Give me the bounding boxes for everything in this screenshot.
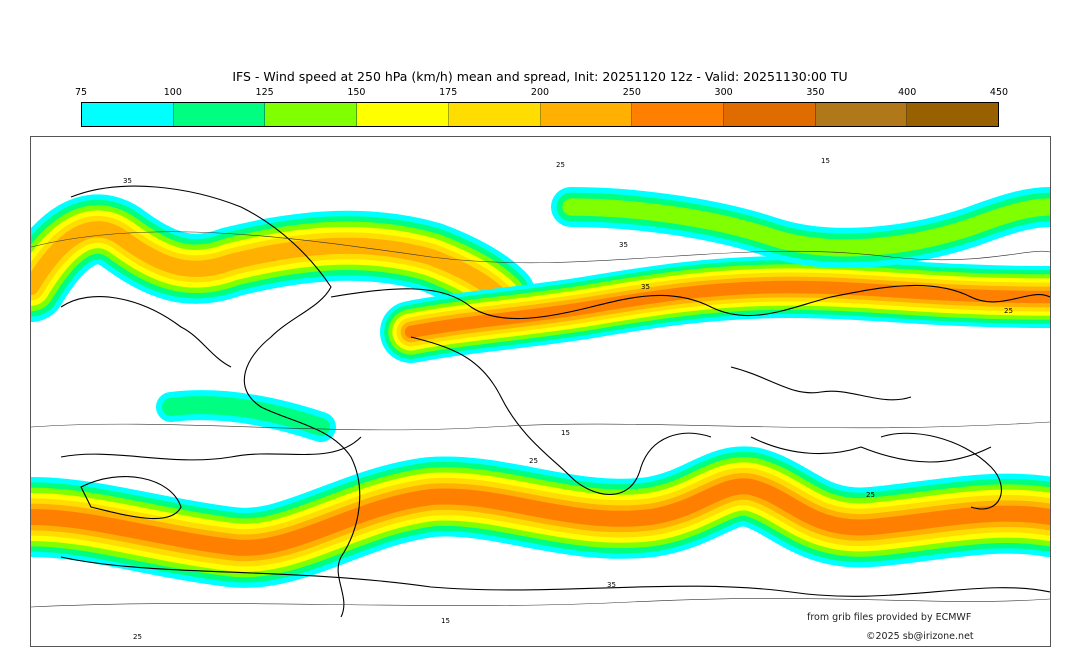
contour-label: 15 [561, 429, 570, 437]
contour-label: 25 [866, 491, 875, 499]
wind-speed-shading [31, 187, 1050, 588]
map-title: IFS - Wind speed at 250 hPa (km/h) mean … [232, 69, 848, 84]
contour-label: 25 [529, 457, 538, 465]
map-canvas: 35 25 15 35 25 35 25 15 25 35 25 15 [31, 157, 1050, 641]
wind-speed-band [31, 221, 510, 306]
colorbar-tick-labels: 75 100 125 150 175 200 250 300 350 400 4… [75, 87, 1008, 99]
colorbar-tick: 300 [714, 87, 733, 98]
colorbar-tick: 250 [622, 87, 641, 98]
contour-label: 35 [607, 581, 616, 589]
colorbar-swatch [907, 103, 999, 126]
contour-label: 35 [641, 283, 650, 291]
contour-label: 25 [556, 161, 565, 169]
copyright-credit: ©2025 sb@irizone.net [866, 631, 974, 642]
colorbar-tick: 100 [163, 87, 182, 98]
colorbar-swatch [723, 103, 816, 126]
colorbar-swatch [265, 103, 358, 126]
wind-speed-map: 35 25 15 35 25 35 25 15 25 35 25 15 [30, 136, 1051, 647]
contour-label: 35 [123, 177, 132, 185]
colorbar-tick: 350 [806, 87, 825, 98]
colorbar-swatch [357, 103, 449, 126]
colorbar-swatch [82, 103, 174, 126]
data-source-credit: from grib files provided by ECMWF [807, 612, 972, 623]
spread-contours [31, 231, 1050, 608]
contour-label: 15 [441, 617, 450, 625]
coastlines [60, 185, 1050, 618]
colorbar-swatch [815, 103, 908, 126]
contour-label: 25 [133, 633, 142, 641]
colorbar-swatch [173, 103, 266, 126]
colorbar-tick: 450 [989, 87, 1009, 98]
wind-speed-band [562, 198, 1050, 257]
contour-label: 15 [821, 157, 830, 165]
colorbar-legend [81, 102, 999, 127]
contour-label: 25 [1004, 307, 1013, 315]
colorbar-tick: 75 [74, 87, 88, 98]
colorbar-swatch [448, 103, 541, 126]
wind-speed-band [31, 478, 1050, 556]
contour-label: 35 [619, 241, 628, 249]
colorbar-tick: 200 [530, 87, 550, 98]
colorbar-swatch [632, 103, 724, 126]
colorbar-tick: 400 [898, 87, 917, 98]
colorbar-tick: 150 [347, 87, 366, 98]
colorbar-tick: 175 [439, 87, 458, 98]
colorbar-swatch [540, 103, 633, 126]
wind-speed-band [162, 396, 330, 436]
colorbar-tick: 125 [255, 87, 274, 98]
contour-labels: 35 25 15 35 25 35 25 15 25 35 25 15 [123, 157, 1013, 641]
